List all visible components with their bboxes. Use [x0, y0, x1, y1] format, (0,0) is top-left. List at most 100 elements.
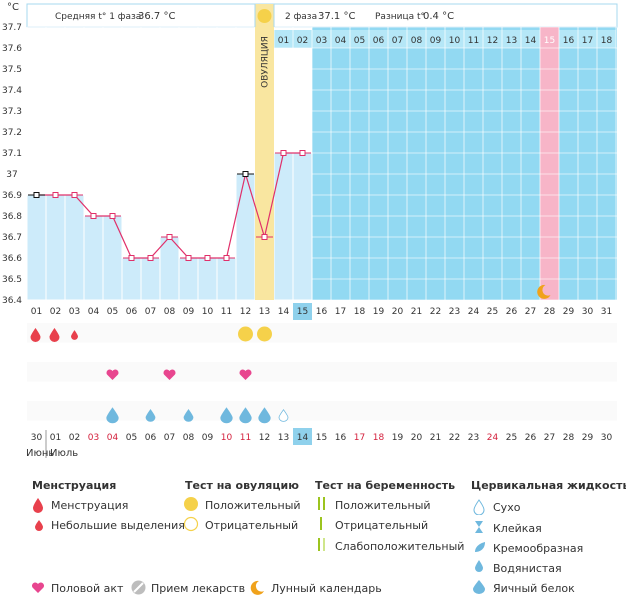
sticky-hourglass-icon — [475, 521, 483, 533]
ovulation-test-circle — [257, 326, 272, 342]
temperature-bar — [26, 194, 47, 301]
pregnancy-negative-icon — [320, 517, 322, 530]
y-tick-label: 37.6 — [2, 44, 22, 54]
date-label: 07 — [164, 433, 175, 443]
cervical-fluid-drop — [258, 407, 271, 424]
cervical-fluid-drop — [239, 407, 252, 424]
moon-icon — [537, 284, 551, 299]
temperature-bar — [292, 152, 313, 301]
month-curr-label: Июль — [50, 448, 78, 459]
phase2-day-label: 02 — [297, 36, 308, 46]
cycle-day-label: 15 — [297, 307, 308, 317]
temperature-bar — [140, 257, 161, 301]
watery-drop-icon — [475, 560, 483, 572]
y-tick-label: 37.5 — [2, 65, 22, 75]
legend-moon: Лунный календарь — [271, 582, 382, 595]
legend-cervical-creamy: Кремообразная — [493, 542, 584, 555]
menstruation-drop — [71, 330, 78, 340]
date-label: 10 — [221, 433, 233, 443]
moon-icon — [250, 580, 264, 595]
temperature-bar — [235, 173, 256, 301]
cycle-day-label: 07 — [145, 307, 156, 317]
y-unit-label: °C — [7, 2, 19, 13]
symbol-row-bg — [27, 362, 617, 382]
temperature-bar — [64, 194, 85, 301]
ovulation-column — [255, 4, 274, 300]
cycle-day-label: 18 — [354, 307, 366, 317]
date-label: 30 — [601, 433, 613, 443]
cervical-fluid-drop — [183, 409, 194, 422]
cycle-day-label: 28 — [544, 307, 556, 317]
cycle-day-label: 21 — [411, 307, 422, 317]
cycle-day-label: 01 — [31, 307, 42, 317]
phase2-day-label: 18 — [601, 36, 613, 46]
legend-menstruation-small: Небольшие выделения — [51, 519, 185, 532]
phase2-day-label: 13 — [506, 36, 517, 46]
y-tick-label: 37.2 — [2, 128, 22, 138]
date-label: 19 — [392, 433, 404, 443]
dry-drop-icon — [473, 499, 485, 515]
phase2-label: 2 фаза — [285, 12, 317, 22]
next-period-column — [540, 27, 559, 300]
temperature-bar — [102, 215, 123, 301]
phase2-day-label: 03 — [316, 36, 327, 46]
phase1-label: Средняя t° 1 фаза — [55, 12, 141, 22]
current-day-highlight — [293, 303, 312, 320]
symbol-row-bg — [27, 401, 617, 421]
date-label: 22 — [449, 433, 460, 443]
cycle-day-label: 24 — [468, 307, 480, 317]
legend-cervical-sticky: Клейкая — [493, 522, 542, 535]
cycle-day-label: 12 — [240, 307, 251, 317]
legend-ovulation-positive: Положительный — [205, 499, 301, 512]
cycle-day-label: 27 — [525, 307, 536, 317]
y-tick-label: 37.1 — [2, 149, 22, 159]
cycle-day-label: 05 — [107, 307, 118, 317]
date-label: 04 — [107, 433, 119, 443]
date-label: 30 — [31, 433, 43, 443]
date-label: 18 — [373, 433, 385, 443]
y-tick-label: 37 — [6, 170, 17, 180]
temperature-point — [185, 255, 192, 261]
date-label: 13 — [278, 433, 289, 443]
legend-sex: Половой акт — [51, 582, 124, 595]
cycle-day-label: 17 — [335, 307, 346, 317]
legend-pregnancy-positive: Положительный — [335, 499, 431, 512]
legend-cervical-dry: Сухо — [493, 501, 521, 514]
y-tick-label: 36.6 — [2, 254, 22, 264]
legend-menstruation-big: Менструация — [51, 499, 129, 512]
temperature-point — [223, 255, 230, 261]
temperature-bar — [197, 257, 218, 301]
ovulation-negative-icon — [183, 516, 199, 532]
y-tick-label: 37.4 — [2, 86, 22, 96]
blood-drop-icon — [33, 498, 43, 513]
temperature-bar — [178, 257, 199, 301]
month-prev-label: Июнь — [26, 448, 54, 459]
intercourse-heart — [106, 369, 119, 380]
y-tick-label: 36.5 — [2, 275, 22, 285]
date-label: 26 — [525, 433, 537, 443]
y-tick-label: 37.7 — [2, 23, 22, 33]
phase2-value: 37.1 °C — [318, 11, 355, 22]
legend-cervical-title: Цервикальная жидкость — [471, 479, 626, 492]
cycle-day-label: 04 — [88, 307, 100, 317]
cycle-day-label: 09 — [183, 307, 195, 317]
temperature-bar — [216, 257, 237, 301]
y-tick-label: 36.4 — [2, 296, 22, 306]
date-label: 24 — [487, 433, 499, 443]
egg-white-drop-icon — [473, 580, 485, 594]
phase1-value: 36.7 °C — [138, 11, 175, 22]
cycle-day-label: 06 — [126, 307, 138, 317]
small-drop-icon — [35, 520, 43, 531]
temperature-bar — [45, 194, 66, 301]
date-label: 02 — [69, 433, 80, 443]
current-date-highlight — [293, 428, 312, 445]
symbol-row-bg — [27, 323, 617, 343]
pill-icon — [131, 580, 146, 595]
diff-value: 0.4 °C — [423, 11, 454, 22]
legend-ovulation-title: Тест на овуляцию — [185, 479, 299, 492]
cycle-day-label: 26 — [506, 307, 518, 317]
diff-label: Разница t° — [375, 12, 425, 22]
phase2-day-label: 06 — [373, 36, 385, 46]
temperature-bar — [273, 152, 294, 301]
